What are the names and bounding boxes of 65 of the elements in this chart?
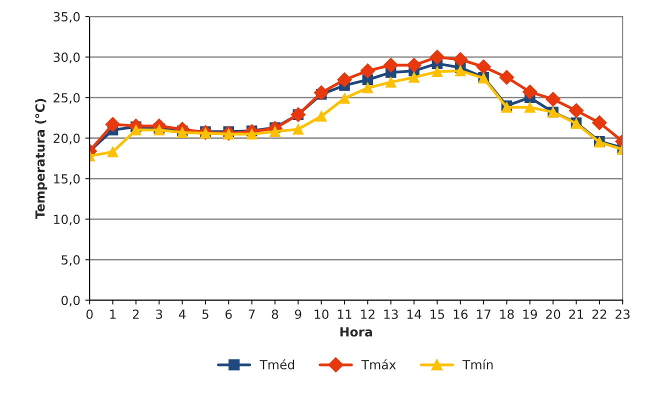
point: [430, 50, 445, 64]
point: [105, 116, 120, 132]
x-tick-label: 13: [384, 309, 398, 319]
x-tick-label: 20: [546, 309, 560, 319]
x-tick-label: 1: [110, 310, 116, 319]
point: [476, 59, 491, 74]
y-tick-label: 25,0: [54, 93, 80, 104]
legend-label: Tmín: [462, 359, 493, 370]
x-tick-label: 3: [156, 309, 162, 319]
x-tick-label: 19: [523, 309, 537, 319]
point: [360, 63, 376, 78]
point: [290, 107, 306, 122]
point: [316, 110, 327, 122]
x-tick-label: 11: [338, 310, 352, 319]
x-tick-label: 10: [314, 309, 328, 319]
point: [292, 124, 304, 135]
legend-label: Tmáx: [361, 359, 396, 370]
x-tick-label: 21: [569, 309, 584, 319]
point: [270, 126, 280, 138]
y-tick-label: 30,0: [54, 52, 80, 64]
y-axis-title: Temperatura (°C): [35, 98, 48, 219]
point: [130, 124, 142, 136]
point: [455, 65, 466, 76]
y-tick-label: 10,0: [54, 214, 80, 226]
point: [568, 103, 584, 118]
legend-label: Tméd: [260, 359, 294, 370]
point: [592, 115, 607, 130]
x-tick-label: 17: [476, 310, 490, 319]
y-tick-label: 15,0: [54, 174, 80, 185]
point: [246, 128, 258, 140]
point: [385, 76, 396, 88]
point: [107, 146, 118, 158]
x-tick-label: 14: [407, 310, 422, 319]
x-tick-label: 2: [132, 309, 139, 319]
x-tick-label: 9: [294, 309, 302, 319]
x-tick-label: 15: [430, 310, 444, 319]
x-tick-label: 12: [361, 309, 374, 319]
x-tick-label: 18: [500, 309, 514, 319]
y-tick-label: 0,0: [62, 296, 80, 306]
x-tick-label: 23: [616, 309, 630, 319]
y-tick-label: 35,0: [54, 12, 80, 23]
y-tick-label: 5,0: [62, 255, 80, 266]
x-tick-label: 0: [86, 309, 93, 319]
point: [314, 85, 329, 100]
point: [499, 70, 514, 85]
point: [383, 58, 398, 73]
x-axis-title: Hora: [340, 327, 372, 337]
x-tick-label: 22: [592, 309, 606, 319]
x-tick-label: 8: [272, 309, 278, 319]
x-tick-label: 5: [202, 310, 208, 319]
point: [362, 82, 374, 94]
point: [406, 58, 422, 73]
x-tick-label: 4: [178, 310, 186, 319]
x-tick-label: 6: [226, 309, 232, 319]
point: [452, 52, 468, 67]
point: [524, 102, 536, 113]
point: [432, 66, 443, 78]
y-tick-label: 20,0: [54, 134, 80, 144]
point: [337, 72, 352, 88]
x-tick-label: 7: [248, 310, 255, 319]
point: [546, 92, 560, 107]
point: [522, 84, 538, 100]
point: [339, 93, 350, 104]
point: [408, 72, 420, 83]
x-tick-label: 16: [454, 309, 468, 319]
